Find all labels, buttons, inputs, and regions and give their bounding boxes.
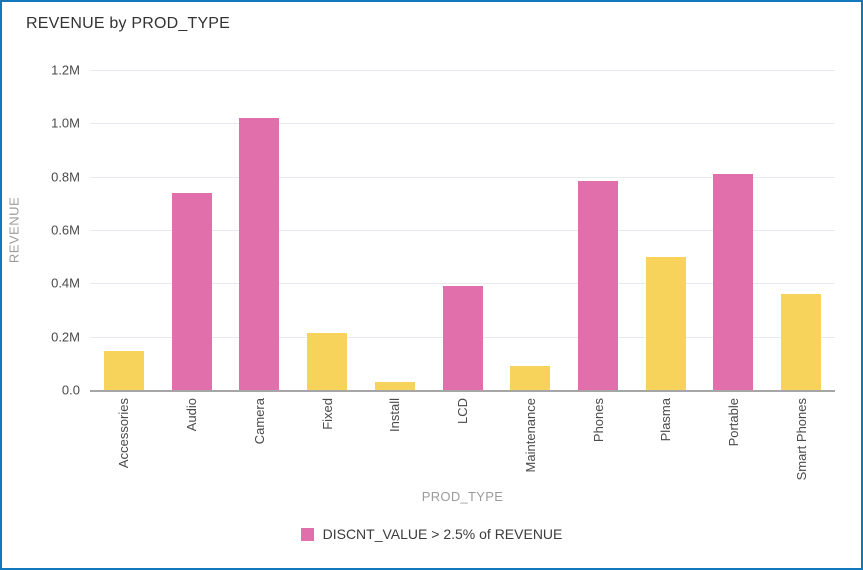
x-label-slot: Plasma bbox=[632, 398, 700, 490]
x-label-slot: Camera bbox=[225, 398, 293, 490]
y-tick-label: 0.6M bbox=[51, 222, 80, 238]
x-tick-label: Phones bbox=[590, 398, 606, 443]
x-labels: Accessories Audio Camera Fixed Install LCD Mai… bbox=[90, 398, 835, 490]
bar-portable[interactable] bbox=[713, 174, 754, 390]
bar-slot bbox=[564, 70, 632, 390]
bar-slot bbox=[767, 70, 835, 390]
x-tick-label: Portable bbox=[725, 398, 741, 447]
y-tick-label: 0.8M bbox=[51, 169, 80, 185]
x-axis-title: PROD_TYPE bbox=[421, 489, 504, 504]
bar-slot bbox=[700, 70, 768, 390]
x-label-slot: Accessories bbox=[90, 398, 158, 490]
x-tick-label: Smart Phones bbox=[793, 398, 809, 481]
gridline bbox=[90, 283, 835, 285]
gridline bbox=[90, 123, 835, 125]
x-tick-label: LCD bbox=[455, 398, 471, 425]
bar-slot bbox=[429, 70, 497, 390]
legend: DISCNT_VALUE > 2.5% of REVENUE bbox=[2, 526, 861, 542]
bar-audio[interactable] bbox=[171, 192, 212, 390]
x-tick-label: Fixed bbox=[319, 398, 335, 430]
bar-accessories[interactable] bbox=[103, 351, 144, 390]
x-tick-label: Maintenance bbox=[522, 398, 538, 473]
y-tick-label: 1.2M bbox=[51, 62, 80, 78]
legend-swatch-icon[interactable] bbox=[300, 527, 314, 541]
plot-area: 1.2M 1.0M 0.8M 0.6M 0.4M 0.2M 0.0 bbox=[51, 63, 835, 398]
y-axis-title: REVENUE bbox=[6, 196, 22, 264]
gridline bbox=[90, 230, 835, 231]
x-label-slot: LCD bbox=[429, 398, 497, 490]
x-tick-label: Plasma bbox=[658, 398, 674, 442]
legend-label[interactable]: DISCNT_VALUE > 2.5% of REVENUE bbox=[322, 526, 563, 542]
bar-smart-phones[interactable] bbox=[781, 294, 822, 390]
y-tick-label: 0.4M bbox=[51, 275, 80, 291]
x-label-slot: Portable bbox=[700, 398, 768, 490]
x-label-slot: Audio bbox=[158, 398, 226, 490]
bar-fixed[interactable] bbox=[307, 332, 348, 390]
bar-camera[interactable] bbox=[239, 118, 280, 390]
y-tick-label: 1.0M bbox=[51, 115, 80, 131]
bar-maintenance[interactable] bbox=[510, 366, 551, 390]
x-label-slot: Phones bbox=[564, 398, 632, 490]
chart-title: REVENUE by PROD_TYPE bbox=[26, 15, 231, 32]
x-tick-label: Camera bbox=[251, 398, 267, 445]
x-label-slot: Install bbox=[361, 398, 429, 490]
x-label-slot: Fixed bbox=[293, 398, 361, 490]
x-label-slot: Maintenance bbox=[496, 398, 564, 490]
bar-slot bbox=[632, 70, 700, 390]
bar-install[interactable] bbox=[374, 382, 415, 390]
gridline bbox=[90, 70, 835, 71]
bars bbox=[90, 70, 835, 390]
x-tick-label: Install bbox=[387, 398, 403, 432]
bar-lcd[interactable] bbox=[442, 286, 483, 390]
bar-slot bbox=[496, 70, 564, 390]
y-tick-label: 0.2M bbox=[51, 329, 80, 345]
bar-slot bbox=[158, 70, 226, 390]
bar-phones[interactable] bbox=[578, 180, 618, 390]
x-tick-label: Audio bbox=[184, 398, 200, 432]
x-tick-label: Accessories bbox=[116, 398, 132, 469]
bar-slot bbox=[90, 70, 158, 390]
bar-plasma[interactable] bbox=[645, 256, 686, 390]
bar-slot bbox=[293, 70, 361, 390]
bar-slot bbox=[361, 70, 429, 390]
y-tick-label: 0.0 bbox=[61, 382, 80, 398]
bar-slot bbox=[225, 70, 293, 390]
x-label-slot: Smart Phones bbox=[767, 398, 835, 490]
gridline bbox=[90, 176, 835, 178]
